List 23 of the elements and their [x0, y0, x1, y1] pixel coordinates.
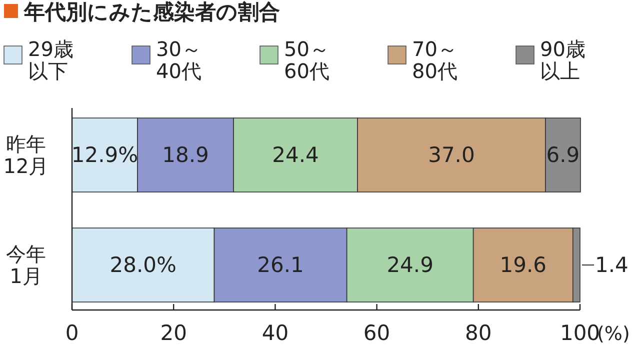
legend-label: 30～40代: [156, 37, 202, 83]
data-label: 19.6: [500, 253, 546, 277]
data-label: 1.4: [595, 253, 628, 277]
data-label: 28.0%: [110, 253, 176, 277]
legend-label: 29歳以下: [28, 37, 74, 83]
data-label: 12.9%: [71, 143, 138, 167]
y-tick-label: 昨年12月: [2, 132, 50, 178]
x-tick-label: 0: [65, 321, 79, 345]
legend-label: 50～60代: [284, 37, 330, 83]
chart-title: 年代別にみた感染者の割合: [23, 0, 280, 24]
x-tick-label: 20: [160, 321, 187, 345]
data-label: 26.1: [257, 253, 304, 277]
x-tick-label: 60: [363, 321, 390, 345]
x-tick-label: 40: [262, 321, 289, 345]
data-label: 37.0: [428, 143, 475, 167]
data-label: 24.4: [272, 143, 319, 167]
x-tick-label: 80: [465, 321, 492, 345]
data-label: 18.9: [162, 143, 209, 167]
legend-label: 70～80代: [412, 37, 458, 83]
data-label: 24.9: [386, 253, 434, 277]
legend-label: 90歳以上: [540, 37, 586, 83]
y-tick-label: 今年1月: [5, 242, 47, 288]
data-label: 6.9: [546, 143, 580, 167]
